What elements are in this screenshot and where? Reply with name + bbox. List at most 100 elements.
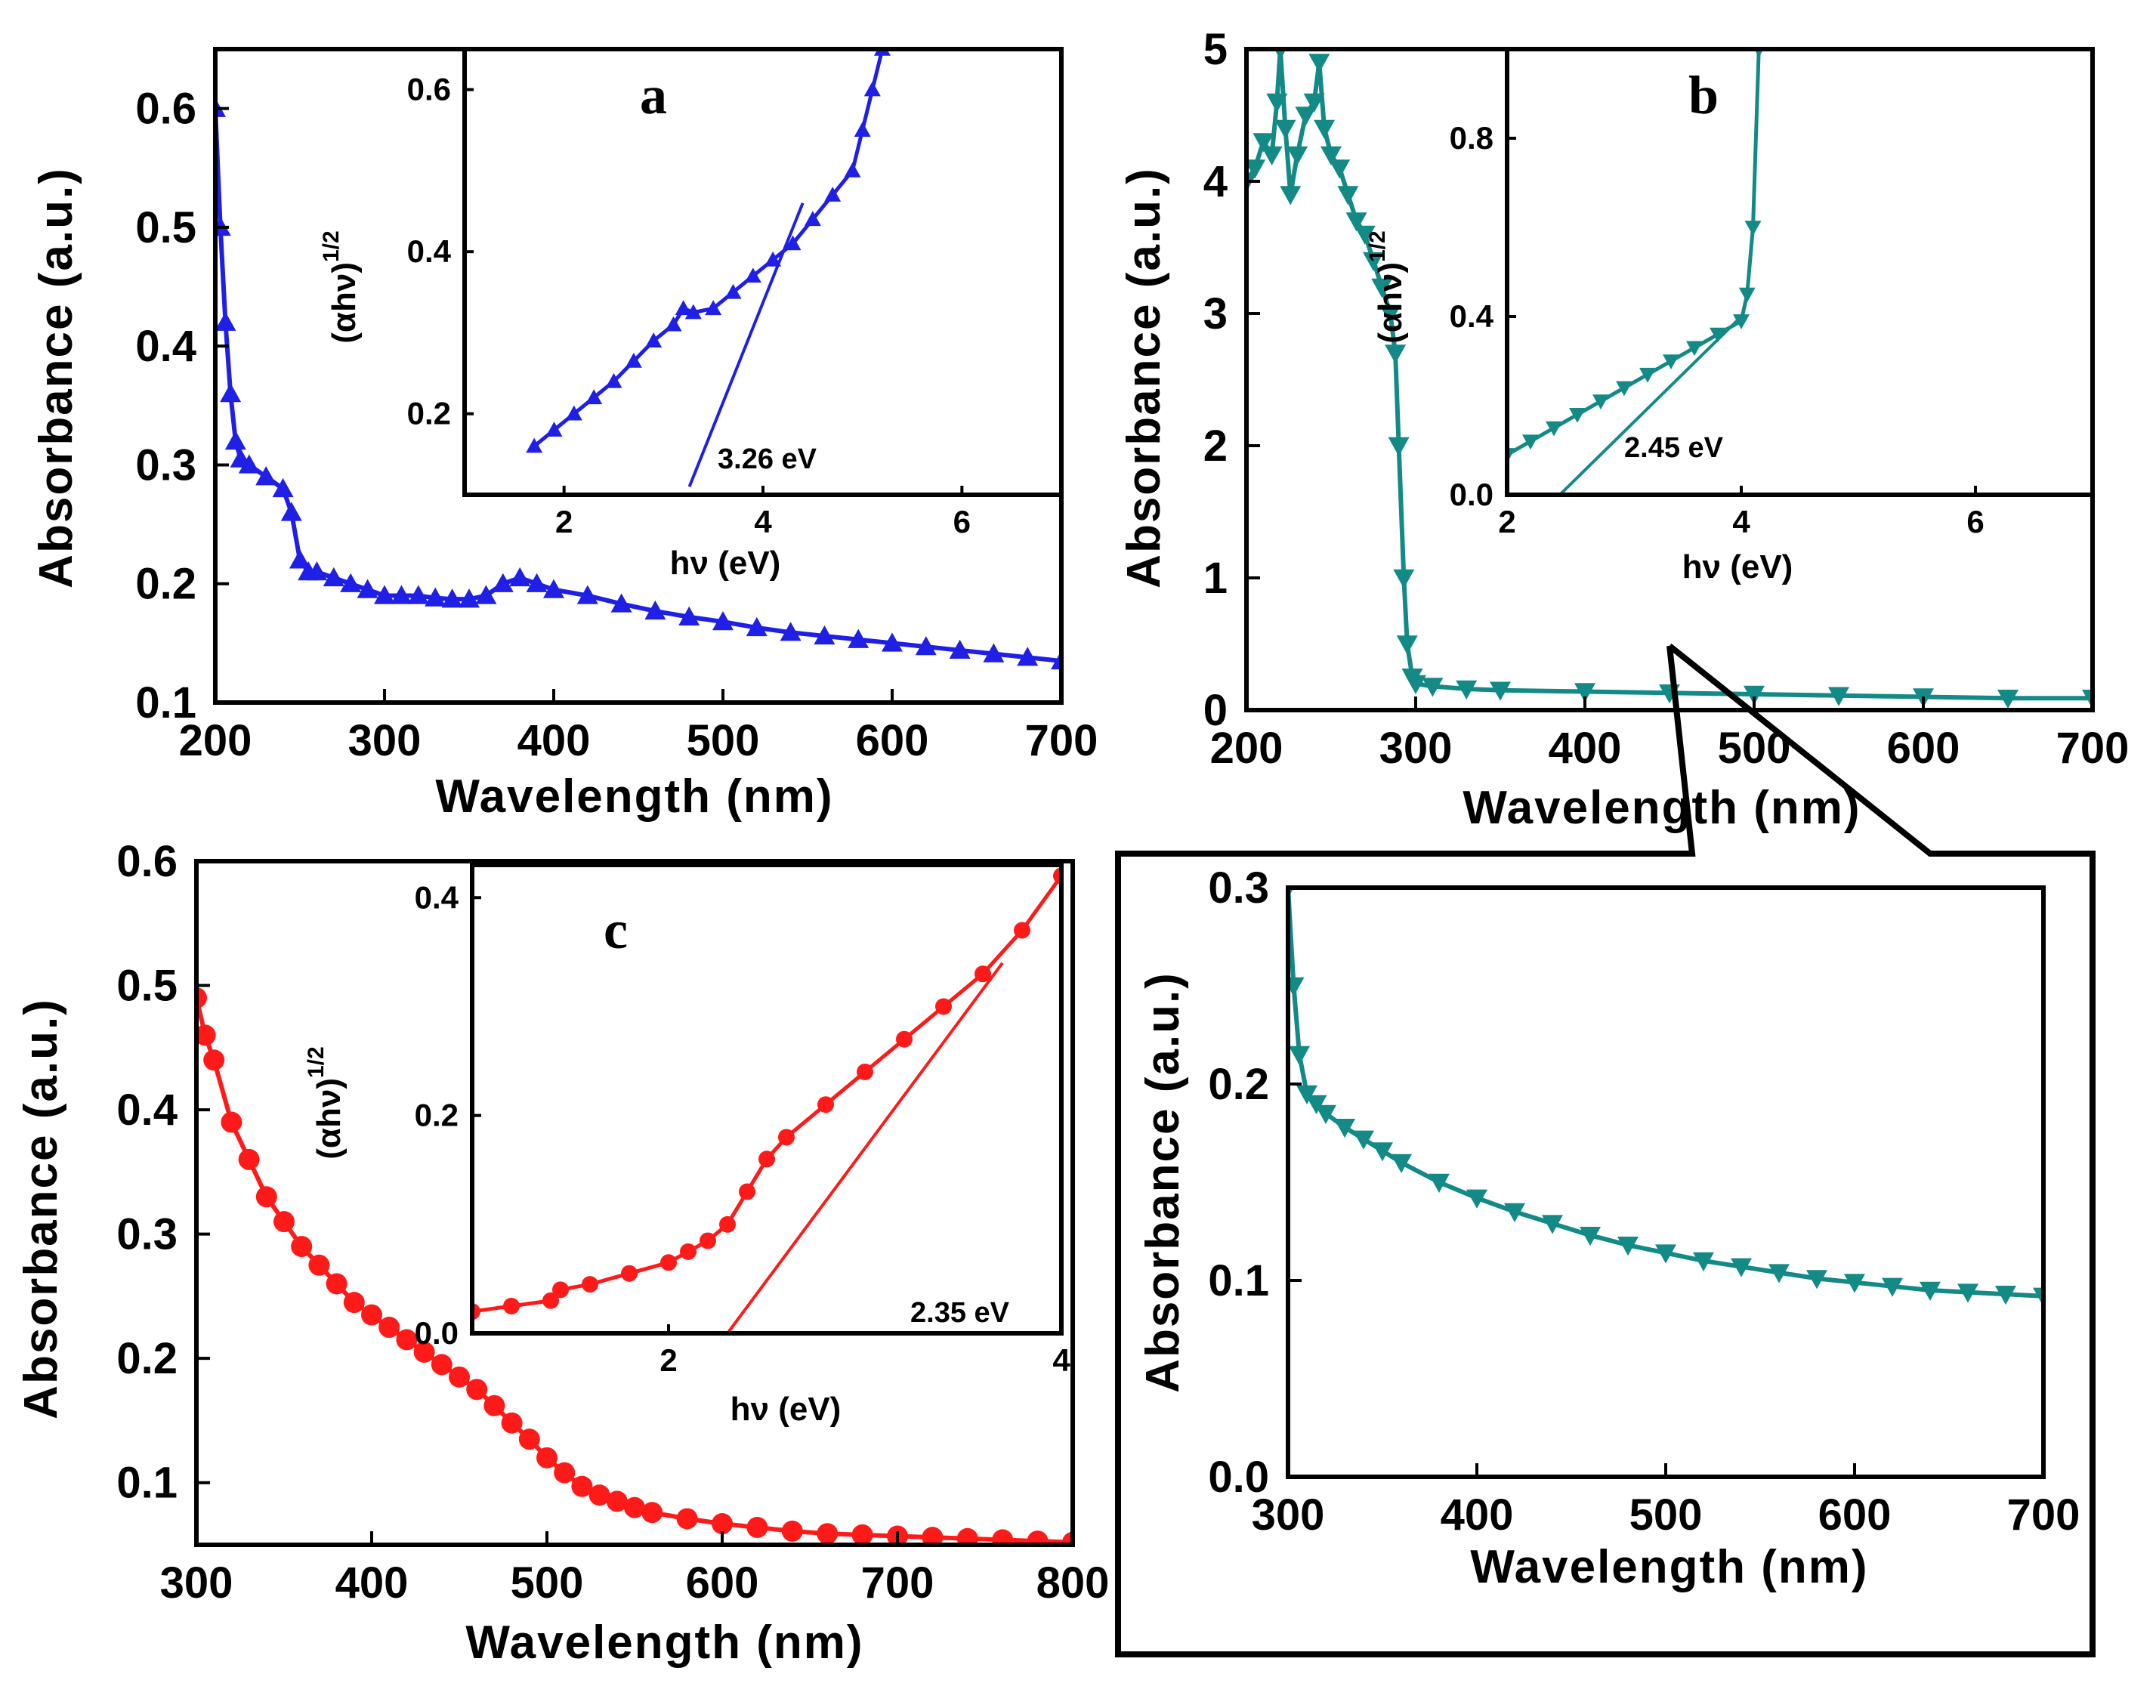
main-b-x-tick-label: 300 xyxy=(1379,724,1453,773)
main-c-y-tick-label: 0.3 xyxy=(116,1210,178,1259)
series-a-point xyxy=(255,466,277,486)
inset-series-a-point xyxy=(625,353,642,368)
series-b-point xyxy=(1456,680,1478,700)
fit-line-b xyxy=(1558,315,1743,495)
series-b-zoom-point xyxy=(1466,1189,1487,1209)
series-c-point xyxy=(483,1395,505,1416)
inset-a-y-tick-label: 0.2 xyxy=(407,396,451,431)
inset-series-a-point xyxy=(526,437,543,453)
inset-b-frame xyxy=(1505,47,2095,497)
series-b-zoom-point xyxy=(1617,1237,1639,1256)
series-b-zoom-point xyxy=(1693,1252,1714,1271)
inset-series-a-point xyxy=(565,405,582,421)
inset-series-c-point xyxy=(719,1215,736,1233)
series-a-point xyxy=(678,606,700,625)
fit-line-a xyxy=(687,202,805,488)
bandgap-label-a: 3.26 eV xyxy=(718,443,817,475)
main-a-x-tick-label: 200 xyxy=(179,716,252,765)
series-c-point xyxy=(781,1520,803,1542)
main-a-y-tick-label: 0.6 xyxy=(135,85,196,134)
main-b-y-tick-label: 0 xyxy=(1203,686,1228,735)
inset-series-a-point xyxy=(724,283,742,299)
main-c-x-tick-label: 400 xyxy=(335,1558,409,1608)
inset-y-title-sup: 1/2 xyxy=(304,1046,329,1078)
series-c-point xyxy=(624,1496,645,1518)
inset-series-c-point xyxy=(739,1183,755,1200)
series-b-point xyxy=(1490,681,1511,701)
chart-c: 300 400 500 600 700 800 0.1 0.2 0.3 0.4 0.5 0.6 Wave… xyxy=(15,837,1109,1669)
inset-series-c-point xyxy=(621,1265,638,1282)
inset-x-title-c: hν (eV) xyxy=(731,1391,842,1428)
x-axis-title-b-zoom: Wavelength (nm) xyxy=(1470,1541,1868,1593)
inset-series-b-point xyxy=(1686,341,1703,357)
inset-c-x-tick-label: 4 xyxy=(1052,1342,1070,1378)
main-b-y-tick-label: 3 xyxy=(1203,289,1228,338)
series-c-point xyxy=(1062,1531,1073,1545)
chart-b-zoom: 300 400 500 600 700 0.0 0.1 0.2 0.3 Wavelength (n… xyxy=(1137,863,2080,1593)
inset-series-c-point xyxy=(758,1151,775,1168)
series-b-point xyxy=(1261,146,1283,165)
inset-series-b-point xyxy=(1710,327,1726,343)
series-b-zoom-point xyxy=(1731,1258,1752,1277)
inset-a-x-tick-label: 4 xyxy=(754,504,772,539)
main-c-y-tick-label: 0.1 xyxy=(116,1459,178,1508)
callout-outline xyxy=(1115,643,2096,1657)
series-c-point xyxy=(378,1317,400,1339)
series-b-point xyxy=(1286,146,1308,165)
inset-a-x-tick-label: 6 xyxy=(953,504,971,539)
series-c-point xyxy=(238,1148,260,1170)
series-b-point xyxy=(1393,569,1415,588)
inset-c: 2 4 0.0 0.2 0.4 hν (eV) (αhν)1/2 2.35 eV c xyxy=(304,863,1070,1428)
main-b-y-tick-label: 5 xyxy=(1203,25,1228,74)
series-b-point xyxy=(1744,685,1765,705)
series-b-zoom-point xyxy=(1542,1215,1563,1234)
main-c-y-tick-label: 0.2 xyxy=(116,1334,178,1383)
inset-a-x-tick-label: 2 xyxy=(555,504,573,539)
series-c-point xyxy=(221,1111,242,1133)
series-a-point xyxy=(475,585,497,604)
series-b-zoom-point xyxy=(1844,1274,1865,1293)
series-a-point xyxy=(1017,647,1039,666)
series-b-point xyxy=(1405,675,1426,694)
series-b-point xyxy=(1997,690,2019,709)
series-b-point xyxy=(1246,159,1266,179)
series-b-point xyxy=(1385,344,1407,364)
series-c-point xyxy=(817,1523,839,1545)
inset-bg xyxy=(472,865,1061,1333)
inset-series-b-point xyxy=(1639,367,1656,383)
inset-series-c-point xyxy=(935,998,952,1015)
series-b-point xyxy=(1388,437,1410,456)
series-c-point xyxy=(361,1304,382,1326)
series-a-point xyxy=(391,585,412,604)
inset-series-c-point xyxy=(582,1276,598,1293)
series-a-point xyxy=(915,636,937,656)
series-c-point xyxy=(343,1292,365,1314)
y-axis-title-b: Absorbance (a.u.) xyxy=(1118,167,1170,588)
series-b-point xyxy=(1266,93,1288,113)
series-a-point xyxy=(848,629,870,648)
panel-label-b: b xyxy=(1688,65,1719,125)
inset-series-b-point xyxy=(1733,314,1750,329)
x-axis-title-b: Wavelength (nm) xyxy=(1463,782,1861,834)
main-a-x-tick-label: 600 xyxy=(856,716,929,765)
main-c-y-tick-label: 0.6 xyxy=(116,837,178,886)
series-c-line xyxy=(196,997,1073,1545)
series-a-point xyxy=(576,585,598,604)
main-a-y-tick-label: 0.2 xyxy=(135,560,196,609)
series-a-point xyxy=(425,587,446,607)
inset-y-title-base: (αhν) xyxy=(1372,262,1409,344)
inset-series-c-point xyxy=(660,1254,677,1271)
series-c-point xyxy=(203,1049,225,1071)
series-c-point xyxy=(851,1524,873,1545)
y-axis-title-b-zoom: Absorbance (a.u.) xyxy=(1137,971,1189,1393)
inset-series-a-point xyxy=(804,211,821,227)
series-b-zoom-point xyxy=(2033,1287,2043,1307)
main-a-x-tick-label: 400 xyxy=(517,716,591,765)
inset-series-a-point xyxy=(684,304,702,320)
inset-series-c-point xyxy=(552,1281,569,1299)
main-a-x-tick-label: 300 xyxy=(348,716,422,765)
inset-b-y-tick-label: 0.0 xyxy=(1450,477,1493,512)
series-b-zoom-point xyxy=(1288,977,1305,996)
inset-x-title-a: hν (eV) xyxy=(670,545,781,582)
